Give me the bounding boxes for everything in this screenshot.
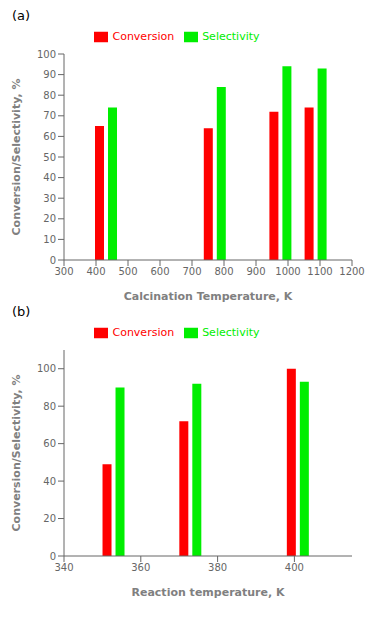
- svg-text:400: 400: [285, 562, 304, 573]
- svg-text:20: 20: [43, 213, 56, 224]
- svg-text:40: 40: [43, 172, 56, 183]
- svg-text:80: 80: [43, 401, 56, 412]
- svg-text:60: 60: [43, 438, 56, 449]
- svg-text:400: 400: [86, 266, 105, 277]
- svg-text:900: 900: [246, 266, 265, 277]
- svg-text:600: 600: [150, 266, 169, 277]
- svg-text:Reaction temperature, K: Reaction temperature, K: [132, 586, 285, 599]
- svg-text:0: 0: [50, 551, 56, 562]
- svg-text:360: 360: [131, 562, 150, 573]
- html-text:Conversion: Conversion: [112, 30, 175, 43]
- html-text:Conversion: Conversion: [112, 326, 175, 339]
- svg-text:100: 100: [37, 49, 56, 60]
- svg-text:70: 70: [43, 110, 56, 121]
- html-text:(a): (a): [12, 8, 31, 23]
- svg-text:1200: 1200: [339, 266, 364, 277]
- svg-text:10: 10: [43, 234, 56, 245]
- svg-text:340: 340: [54, 562, 73, 573]
- svg-text:Conversion/Selectivity, %: Conversion/Selectivity, %: [10, 375, 23, 532]
- html-text:(b): (b): [12, 304, 31, 319]
- svg-text:Conversion/Selectivity, %: Conversion/Selectivity, %: [10, 79, 23, 236]
- svg-text:1100: 1100: [307, 266, 332, 277]
- svg-text:50: 50: [43, 152, 56, 163]
- svg-text:100: 100: [37, 363, 56, 374]
- html-text:Selectivity: Selectivity: [202, 326, 260, 339]
- svg-text:Calcination Temperature, K: Calcination Temperature, K: [124, 290, 293, 303]
- svg-text:40: 40: [43, 476, 56, 487]
- svg-text:500: 500: [118, 266, 137, 277]
- svg-text:30: 30: [43, 193, 56, 204]
- svg-text:20: 20: [43, 513, 56, 524]
- svg-text:80: 80: [43, 90, 56, 101]
- svg-text:60: 60: [43, 131, 56, 142]
- svg-text:90: 90: [43, 69, 56, 80]
- svg-text:1000: 1000: [275, 266, 300, 277]
- html-text:Selectivity: Selectivity: [202, 30, 260, 43]
- svg-text:300: 300: [54, 266, 73, 277]
- svg-text:800: 800: [214, 266, 233, 277]
- svg-text:380: 380: [208, 562, 227, 573]
- svg-text:700: 700: [182, 266, 201, 277]
- svg-text:0: 0: [50, 255, 56, 266]
